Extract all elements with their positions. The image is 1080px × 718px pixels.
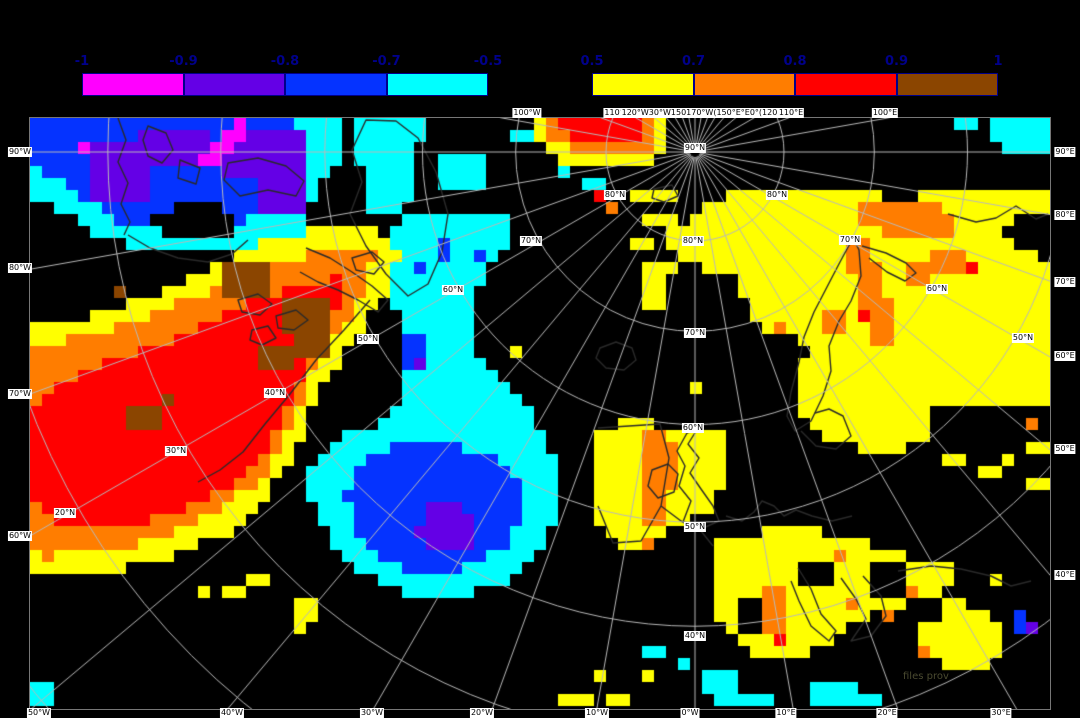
longitude-label-right: 40°E [1054,570,1076,580]
latitude-label: 70°N [683,328,707,338]
longitude-label-right: 70°E [1054,277,1076,287]
latitude-label: 50°N [356,334,380,344]
colorbar-tick-label: 0.9 [884,54,909,69]
longitude-label-bottom: 30°E [990,708,1012,718]
longitude-label-bottom: 20°W [469,708,495,718]
colorbar-tick-label: 0.8 [783,54,807,69]
latitude-label: 60°N [441,285,465,295]
colorbar-tick-label: -0.7 [372,54,401,69]
colorbar-tick-label: -0.8 [270,54,300,69]
colorbar-tick-label: 0.5 [580,54,604,69]
longitude-label-bottom: 10°W [584,708,610,718]
latitude-label: 70°N [838,235,862,245]
latitude-label: 80°N [765,190,789,200]
longitude-label-bottom: 20°E [876,708,898,718]
colorbar-segment [386,73,488,96]
colorbar-tick-label: -0.9 [169,54,198,69]
latitude-label: 40°N [263,388,287,398]
latitude-label: 80°N [603,190,627,200]
latitude-label: 70°N [519,236,543,246]
map-frame [29,117,1051,710]
longitude-label-top: 100°E [871,108,899,118]
latitude-label: 20°N [53,508,77,518]
longitude-label-bottom: 30°W [359,708,385,718]
map-canvas [30,118,1050,709]
latitude-label: 90°N [683,143,707,153]
colorbar-segment [285,73,387,96]
longitude-label-right: 90°E [1054,147,1076,157]
colorbar-tick-label: -1 [74,54,90,69]
longitude-label-top: 100°W [512,108,542,118]
longitude-label-right: 60°E [1054,351,1076,361]
colorbar-positive [592,73,998,96]
longitude-label-bottom: 40°W [219,708,245,718]
latitude-label: 60°N [925,284,949,294]
longitude-label-right: 50°E [1054,444,1076,454]
colorbar-negative [82,73,488,96]
colorbar-segment [183,73,285,96]
longitude-label-bottom: 0°W [680,708,700,718]
latitude-label: 80°N [681,236,705,246]
latitude-label: 40°N [683,631,707,641]
longitude-label-left: 90°W [7,147,33,157]
latitude-label: 60°N [681,423,705,433]
longitude-label-left: 70°W [7,389,33,399]
latitude-label: 50°N [1011,333,1035,343]
colorbar-segment [82,73,184,96]
colorbar-tick-label: -0.5 [473,54,503,69]
colorbar-segment [693,73,795,96]
colorbar-tick-label: 1 [993,54,1003,69]
longitude-label-top: 120°W30°W150170°W(150°E°E0°(120°E [620,108,788,118]
longitude-label-left: 60°W [7,531,33,541]
longitude-label-top: 110°W [603,108,633,118]
latitude-label: 50°N [683,522,707,532]
colorbar-segment [896,73,998,96]
latitude-label: 30°N [164,446,188,456]
longitude-label-bottom: 50°W [26,708,52,718]
colorbar-segment [592,73,694,96]
colorbar-tick-label: 0.7 [681,54,706,69]
longitude-label-bottom: 10°E [775,708,797,718]
longitude-label-left: 80°W [7,263,33,273]
longitude-label-top: 110°E [777,108,805,118]
longitude-label-right: 80°E [1054,210,1076,220]
colorbar-segment [795,73,897,96]
watermark: files prov [903,671,949,682]
